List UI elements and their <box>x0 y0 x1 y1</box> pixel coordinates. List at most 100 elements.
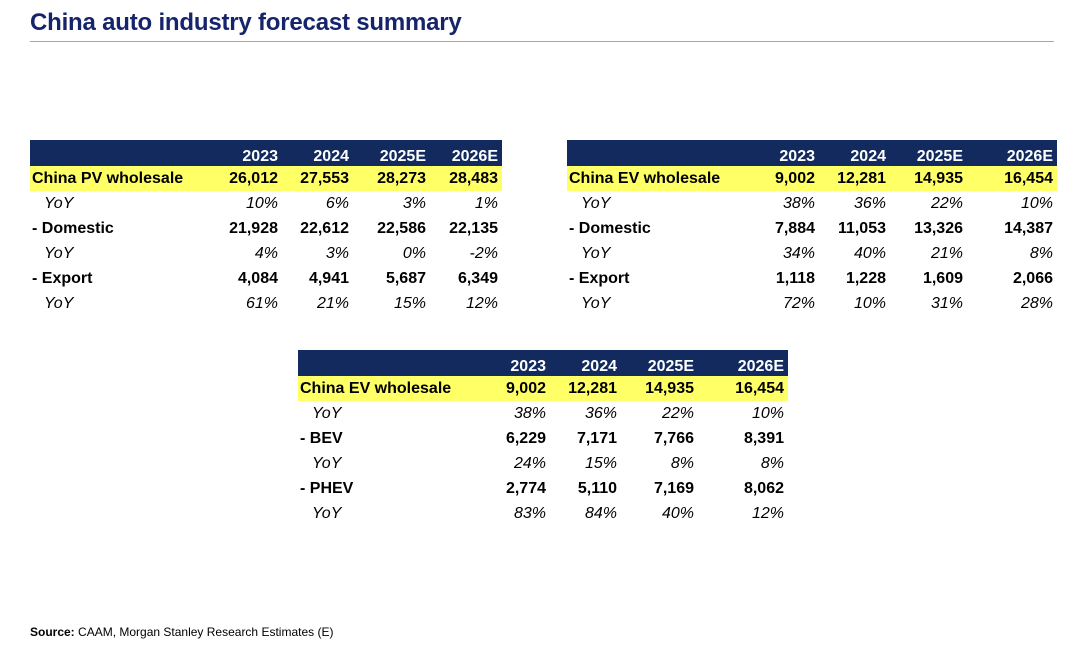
row-label: - Export <box>32 269 93 287</box>
table-row: YoY 24% 15% 8% 8% <box>298 451 788 476</box>
table-cell: -2% <box>469 244 498 262</box>
source-label: Source: <box>30 625 75 639</box>
header-corner <box>567 140 747 166</box>
table-header-row: 2023 2024 2025E 2026E <box>30 140 502 166</box>
table-row: YoY 10% 6% 3% 1% <box>30 191 502 216</box>
table-row: YoY 38% 36% 22% 10% <box>298 401 788 426</box>
table-cell: 36% <box>584 404 617 422</box>
table-cell: 6% <box>325 194 349 212</box>
column-header: 2024 <box>819 140 890 166</box>
table-cell: 27,553 <box>282 166 353 191</box>
table-row: - PHEV 2,774 5,110 7,169 8,062 <box>298 476 788 501</box>
table-cell: 3% <box>325 244 349 262</box>
table-row: YoY 4% 3% 0% -2% <box>30 241 502 266</box>
table-cell: 14,935 <box>890 166 967 191</box>
table-cell: 22,586 <box>377 219 426 237</box>
column-header: 2026E <box>430 140 502 166</box>
table-cell: 15% <box>584 454 617 472</box>
row-label: - BEV <box>300 429 343 447</box>
table-header-row: 2023 2024 2025E 2026E <box>298 350 788 376</box>
table-cell: 12% <box>751 504 784 522</box>
table-cell: 8,391 <box>743 429 784 447</box>
table-cell: 21% <box>930 244 963 262</box>
column-header: 2025E <box>621 350 698 376</box>
table-cell: 10% <box>853 294 886 312</box>
table-cell: 3% <box>402 194 426 212</box>
table-cell: 38% <box>782 194 815 212</box>
ev-powertrain-table: 2023 2024 2025E 2026E China EV wholesale 9,0… <box>298 350 788 526</box>
table-row: - Export 4,084 4,941 5,687 6,349 <box>30 266 502 291</box>
column-header: 2026E <box>698 350 788 376</box>
row-label: China PV wholesale <box>30 166 210 191</box>
table-cell: 12% <box>465 294 498 312</box>
pv-wholesale-table: 2023 2024 2025E 2026E China PV wholesale 26,… <box>30 140 502 316</box>
table-cell: 22,135 <box>449 219 498 237</box>
row-label: YoY <box>581 244 611 262</box>
table-cell: 6,349 <box>457 269 498 287</box>
table-cell: 6,229 <box>505 429 546 447</box>
table-cell: 13,326 <box>914 219 963 237</box>
table-cell: 9,002 <box>478 376 550 401</box>
row-label: - Domestic <box>32 219 114 237</box>
row-label: YoY <box>44 294 74 312</box>
table-cell: 24% <box>513 454 546 472</box>
table-cell: 16,454 <box>698 376 788 401</box>
table-cell: 38% <box>513 404 546 422</box>
table-cell: 7,884 <box>774 219 815 237</box>
table-row: YoY 83% 84% 40% 12% <box>298 501 788 526</box>
table-cell: 8% <box>1029 244 1053 262</box>
column-header: 2023 <box>747 140 819 166</box>
column-header: 2023 <box>210 140 282 166</box>
table-cell: 11,053 <box>837 219 886 237</box>
row-label: - Domestic <box>569 219 651 237</box>
table-cell: 7,171 <box>576 429 617 447</box>
table-cell: 14,387 <box>1004 219 1053 237</box>
table-cell: 28,483 <box>430 166 502 191</box>
table-cell: 28% <box>1020 294 1053 312</box>
table-row: China EV wholesale 9,002 12,281 14,935 16,45… <box>298 376 788 401</box>
table-row: YoY 72% 10% 31% 28% <box>567 291 1057 316</box>
table-cell: 28,273 <box>353 166 430 191</box>
table-cell: 16,454 <box>967 166 1057 191</box>
row-label: China EV wholesale <box>298 376 478 401</box>
table-cell: 1,228 <box>845 269 886 287</box>
row-label: YoY <box>581 194 611 212</box>
column-header: 2025E <box>353 140 430 166</box>
table-cell: 15% <box>393 294 426 312</box>
table-row: YoY 38% 36% 22% 10% <box>567 191 1057 216</box>
table-row: YoY 34% 40% 21% 8% <box>567 241 1057 266</box>
table-cell: 22% <box>661 404 694 422</box>
table-cell: 8,062 <box>743 479 784 497</box>
column-header: 2024 <box>282 140 353 166</box>
table-row: - Domestic 7,884 11,053 13,326 14,387 <box>567 216 1057 241</box>
column-header: 2023 <box>478 350 550 376</box>
table-cell: 84% <box>584 504 617 522</box>
table-cell: 36% <box>853 194 886 212</box>
table-cell: 7,766 <box>653 429 694 447</box>
column-header: 2026E <box>967 140 1057 166</box>
row-label: YoY <box>312 454 342 472</box>
page-title: China auto industry forecast summary <box>30 9 462 36</box>
row-label: YoY <box>44 244 74 262</box>
header-corner <box>298 350 478 376</box>
table-cell: 8% <box>670 454 694 472</box>
table-row: - Export 1,118 1,228 1,609 2,066 <box>567 266 1057 291</box>
table-cell: 34% <box>782 244 815 262</box>
table-cell: 4,941 <box>308 269 349 287</box>
table-cell: 26,012 <box>210 166 282 191</box>
table-cell: 12,281 <box>550 376 621 401</box>
table-cell: 5,687 <box>385 269 426 287</box>
ev-wholesale-table: 2023 2024 2025E 2026E China EV wholesale 9,0… <box>567 140 1057 316</box>
source-text: CAAM, Morgan Stanley Research Estimates … <box>78 625 334 639</box>
table-cell: 10% <box>1020 194 1053 212</box>
table-row: YoY 61% 21% 15% 12% <box>30 291 502 316</box>
table-cell: 22% <box>930 194 963 212</box>
column-header: 2024 <box>550 350 621 376</box>
table-row: - Domestic 21,928 22,612 22,586 22,135 <box>30 216 502 241</box>
column-header: 2025E <box>890 140 967 166</box>
table-cell: 1,609 <box>922 269 963 287</box>
table-cell: 14,935 <box>621 376 698 401</box>
row-label: - Export <box>569 269 630 287</box>
table-cell: 83% <box>513 504 546 522</box>
table-row: China EV wholesale 9,002 12,281 14,935 16,45… <box>567 166 1057 191</box>
